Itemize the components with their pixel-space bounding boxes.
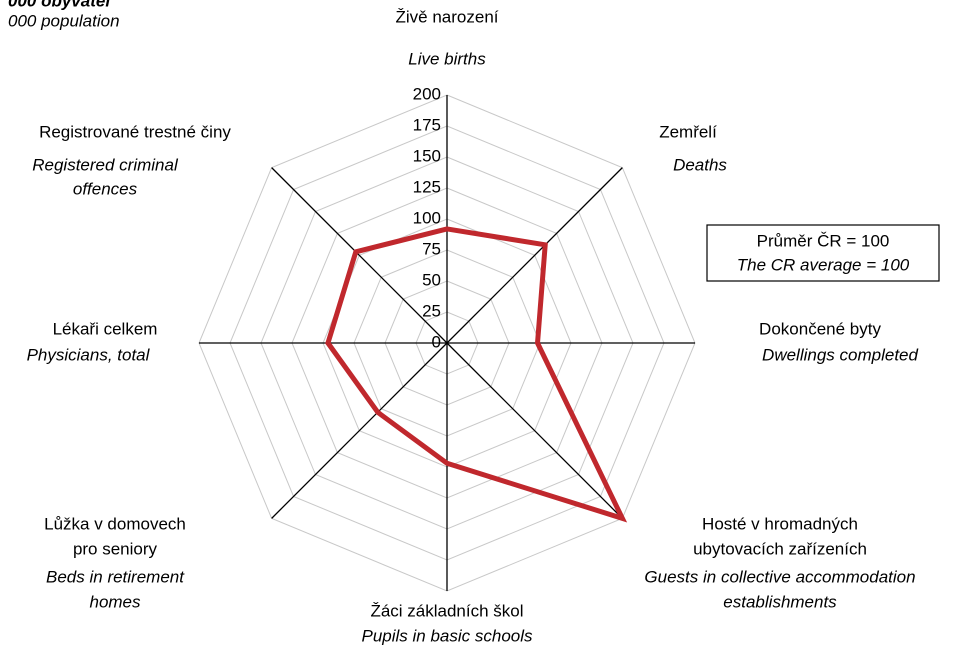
series-line <box>325 226 628 523</box>
r-tick-label: 175 <box>413 115 441 134</box>
category-label: Guests in collective accommodation <box>644 567 915 586</box>
r-tick-label: 25 <box>422 301 441 320</box>
r-tick-label: 0 <box>432 332 441 351</box>
category-label: establishments <box>723 592 837 611</box>
category-label: Dokončené byty <box>759 319 881 338</box>
r-tick-label: 75 <box>422 239 441 258</box>
chart-subtitle: 000 population <box>8 11 120 30</box>
r-tick-label: 125 <box>413 177 441 196</box>
category-label: homes <box>89 592 141 611</box>
category-label: Deaths <box>673 155 727 174</box>
category-label: Pupils in basic schools <box>361 626 533 645</box>
category-label: offences <box>73 179 138 198</box>
spoke <box>271 167 448 344</box>
legend-text: Průměr ČR = 100 <box>757 231 890 250</box>
spoke <box>446 167 623 344</box>
category-label: Živě narození <box>396 7 499 26</box>
category-label: Hosté v hromadných <box>702 514 858 533</box>
category-label: Registered criminal <box>32 155 179 174</box>
category-label: pro seniory <box>73 539 158 558</box>
r-tick-label: 50 <box>422 270 441 289</box>
r-tick-label: 150 <box>413 146 441 165</box>
category-label: Dwellings completed <box>762 345 918 364</box>
spoke <box>446 342 623 519</box>
category-label: Physicians, total <box>27 345 151 364</box>
category-label: Žáci základních škol <box>370 601 523 620</box>
category-label: Zemřelí <box>659 122 717 141</box>
r-tick-label: 200 <box>413 84 441 103</box>
legend-box <box>706 224 940 282</box>
category-label: Lékaři celkem <box>53 319 158 338</box>
category-label: Beds in retirement <box>46 567 185 586</box>
spoke <box>271 342 448 519</box>
category-label: Lůžka v domovech <box>44 514 186 533</box>
category-label: ubytovacích zařízeních <box>693 539 867 558</box>
category-label: Live births <box>408 49 486 68</box>
r-tick-label: 100 <box>413 208 441 227</box>
category-label: Registrované trestné činy <box>39 122 231 141</box>
chart-title: 000 obyvatel <box>8 0 111 10</box>
legend-text: The CR average = 100 <box>737 255 910 274</box>
